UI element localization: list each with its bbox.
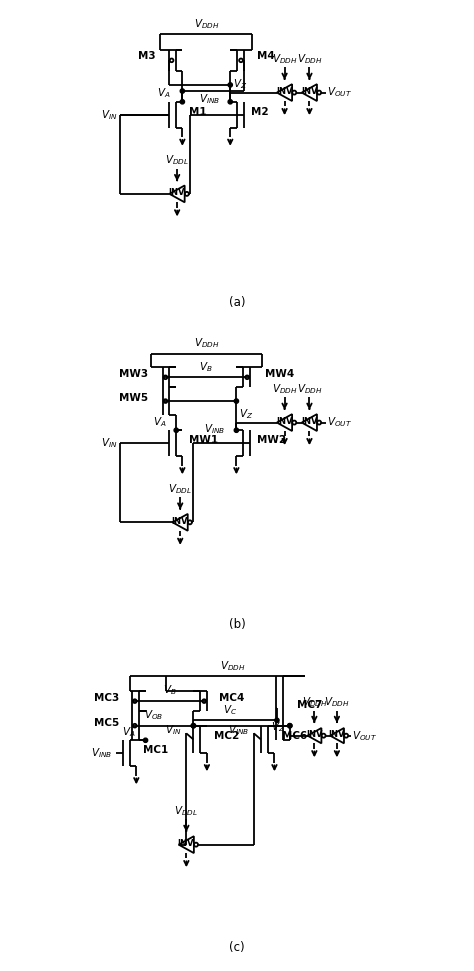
- Text: MC4: MC4: [219, 693, 244, 703]
- Text: $V_{DDH}$: $V_{DDH}$: [193, 337, 219, 351]
- Circle shape: [288, 723, 292, 728]
- Text: $V_{INB}$: $V_{INB}$: [203, 422, 225, 436]
- Circle shape: [143, 738, 148, 743]
- Text: $V_{IN}$: $V_{IN}$: [165, 723, 182, 737]
- Text: M4: M4: [257, 50, 275, 61]
- Text: M2: M2: [251, 107, 268, 117]
- Text: MC2: MC2: [214, 731, 239, 742]
- Circle shape: [191, 723, 196, 728]
- Text: (b): (b): [228, 619, 246, 631]
- Text: $V_{INB}$: $V_{INB}$: [91, 747, 113, 760]
- Text: MC7: MC7: [297, 700, 322, 710]
- Text: $V_{OUT}$: $V_{OUT}$: [327, 85, 352, 99]
- Text: $V_{IN}$: $V_{IN}$: [101, 436, 117, 451]
- Text: MW2: MW2: [257, 435, 286, 446]
- Text: INV: INV: [178, 839, 194, 849]
- Text: $V_{DDH}$: $V_{DDH}$: [324, 695, 350, 709]
- Circle shape: [180, 89, 184, 93]
- Text: $V_Z$: $V_Z$: [271, 720, 285, 734]
- Text: INV: INV: [276, 418, 292, 426]
- Circle shape: [275, 719, 279, 722]
- Text: INV: INV: [169, 188, 185, 197]
- Text: $V_{IN}$: $V_{IN}$: [101, 108, 117, 121]
- Text: M1: M1: [190, 107, 207, 117]
- Text: INV: INV: [328, 730, 345, 739]
- Circle shape: [191, 723, 196, 728]
- Text: MW3: MW3: [119, 369, 148, 380]
- Text: $V_{DDH}$: $V_{DDH}$: [219, 659, 245, 673]
- Text: $V_B$: $V_B$: [200, 360, 213, 374]
- Text: $V_{DDH}$: $V_{DDH}$: [272, 382, 297, 396]
- Text: MW5: MW5: [119, 393, 148, 403]
- Text: $V_A$: $V_A$: [153, 415, 166, 429]
- Circle shape: [234, 399, 238, 403]
- Text: MC5: MC5: [93, 718, 119, 727]
- Text: $V_{DDL}$: $V_{DDL}$: [165, 153, 189, 167]
- Text: MC6: MC6: [282, 731, 307, 742]
- Text: $V_{INB}$: $V_{INB}$: [228, 723, 249, 737]
- Text: INV: INV: [306, 730, 322, 739]
- Text: INV: INV: [301, 87, 317, 96]
- Text: $V_{OB}$: $V_{OB}$: [145, 708, 164, 722]
- Text: $V_{DDH}$: $V_{DDH}$: [297, 382, 322, 396]
- Text: $V_{DDH}$: $V_{DDH}$: [272, 52, 297, 66]
- Text: (a): (a): [229, 296, 245, 309]
- Text: $V_{OUT}$: $V_{OUT}$: [327, 416, 352, 429]
- Text: $V_Z$: $V_Z$: [233, 78, 247, 91]
- Text: INV: INV: [276, 87, 292, 96]
- Circle shape: [234, 428, 238, 432]
- Text: M3: M3: [138, 50, 155, 61]
- Text: $V_{DDH}$: $V_{DDH}$: [193, 17, 219, 31]
- Text: $V_{DDL}$: $V_{DDL}$: [168, 482, 192, 495]
- Circle shape: [228, 83, 232, 87]
- Circle shape: [180, 100, 184, 104]
- Text: INV: INV: [172, 517, 188, 526]
- Text: $V_C$: $V_C$: [223, 703, 237, 717]
- Circle shape: [228, 100, 232, 104]
- Circle shape: [288, 723, 292, 728]
- Text: $V_A$: $V_A$: [122, 725, 136, 739]
- Text: INV: INV: [301, 418, 317, 426]
- Text: $V_{DDH}$: $V_{DDH}$: [301, 695, 327, 709]
- Text: $V_{DDL}$: $V_{DDL}$: [174, 804, 198, 818]
- Text: $V_B$: $V_B$: [163, 684, 176, 697]
- Text: (c): (c): [229, 941, 245, 954]
- Text: $V_A$: $V_A$: [157, 86, 171, 100]
- Text: $V_Z$: $V_Z$: [239, 407, 253, 421]
- Text: MC1: MC1: [143, 746, 169, 755]
- Circle shape: [174, 428, 178, 432]
- Text: $V_{OUT}$: $V_{OUT}$: [352, 729, 377, 743]
- Text: MW1: MW1: [190, 435, 219, 446]
- Text: $V_{DDH}$: $V_{DDH}$: [297, 52, 322, 66]
- Text: MW4: MW4: [264, 369, 294, 380]
- Text: $V_{INB}$: $V_{INB}$: [199, 92, 220, 107]
- Text: MC3: MC3: [93, 693, 119, 703]
